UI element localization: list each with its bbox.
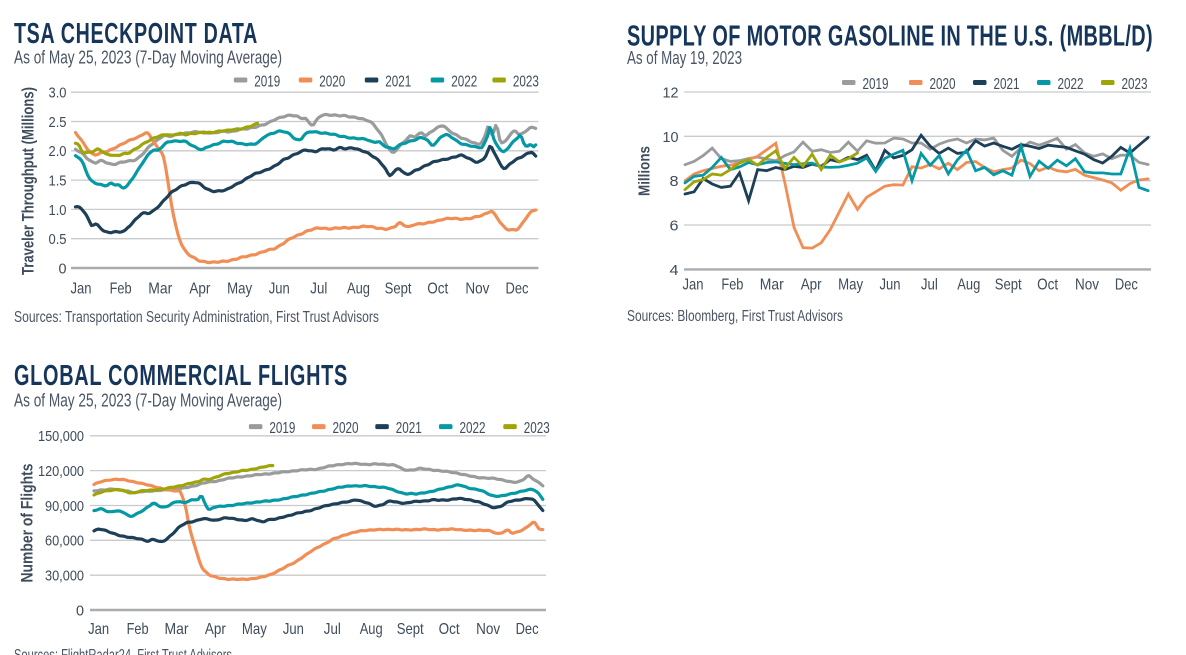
svg-text:Aug: Aug: [347, 281, 370, 298]
svg-text:3.0: 3.0: [49, 85, 67, 102]
svg-text:2023: 2023: [524, 420, 550, 437]
svg-text:Jun: Jun: [283, 621, 304, 638]
svg-text:Jul: Jul: [921, 277, 938, 294]
svg-text:Jan: Jan: [88, 621, 109, 638]
svg-text:2023: 2023: [513, 74, 539, 91]
svg-text:May: May: [838, 277, 863, 294]
svg-text:12: 12: [663, 84, 679, 101]
svg-text:2020: 2020: [319, 74, 345, 91]
svg-text:May: May: [227, 281, 252, 298]
svg-text:Aug: Aug: [957, 277, 980, 294]
svg-text:Sources: Transportation Securi: Sources: Transportation Security Adminis…: [14, 309, 379, 326]
svg-text:Dec: Dec: [506, 281, 529, 298]
svg-text:2021: 2021: [385, 74, 411, 91]
svg-text:May: May: [242, 621, 267, 638]
svg-text:Number of Flights: Number of Flights: [18, 464, 37, 583]
svg-text:Oct: Oct: [439, 621, 461, 638]
svg-text:TSA CHECKPOINT DATA: TSA CHECKPOINT DATA: [14, 18, 258, 50]
svg-text:As of May 19, 2023: As of May 19, 2023: [627, 48, 742, 68]
svg-text:Millions: Millions: [637, 146, 654, 196]
svg-text:Nov: Nov: [1075, 277, 1099, 294]
svg-text:2023: 2023: [1122, 76, 1148, 93]
svg-text:Feb: Feb: [110, 281, 132, 298]
svg-text:Mar: Mar: [760, 277, 784, 294]
svg-text:Sept: Sept: [995, 277, 1023, 294]
svg-text:0: 0: [76, 602, 84, 619]
svg-text:Jan: Jan: [683, 277, 704, 294]
svg-text:Sept: Sept: [397, 621, 425, 638]
svg-text:Oct: Oct: [427, 281, 449, 298]
svg-text:As of May 25, 2023 (7-Day Movi: As of May 25, 2023 (7-Day Moving Average…: [14, 48, 282, 68]
svg-text:Feb: Feb: [127, 621, 149, 638]
svg-text:2021: 2021: [396, 420, 422, 437]
svg-text:1.0: 1.0: [49, 202, 67, 219]
svg-text:2019: 2019: [269, 420, 295, 437]
svg-text:Dec: Dec: [1115, 277, 1138, 294]
svg-text:120,000: 120,000: [38, 463, 84, 480]
svg-text:Nov: Nov: [465, 281, 489, 298]
svg-text:0.5: 0.5: [49, 231, 67, 248]
svg-text:150,000: 150,000: [38, 428, 84, 445]
svg-text:2019: 2019: [863, 76, 889, 93]
svg-text:2022: 2022: [451, 74, 477, 91]
svg-text:Jan: Jan: [71, 281, 92, 298]
svg-text:10: 10: [663, 129, 679, 146]
svg-text:90,000: 90,000: [45, 498, 84, 515]
svg-text:Oct: Oct: [1037, 277, 1059, 294]
svg-text:As of May 25, 2023 (7-Day Movi: As of May 25, 2023 (7-Day Moving Average…: [14, 391, 282, 411]
svg-text:6: 6: [670, 217, 679, 234]
svg-text:Sources: Bloomberg, First Trus: Sources: Bloomberg, First Trust Advisors: [627, 308, 843, 325]
svg-text:2022: 2022: [1058, 76, 1084, 93]
svg-text:30,000: 30,000: [45, 568, 84, 585]
svg-text:Jul: Jul: [310, 281, 327, 298]
svg-text:Traveler Throughput (Millions): Traveler Throughput (Millions): [19, 87, 38, 275]
svg-text:Apr: Apr: [205, 621, 226, 638]
svg-text:Apr: Apr: [189, 281, 210, 298]
svg-text:GLOBAL COMMERCIAL FLIGHTS: GLOBAL COMMERCIAL FLIGHTS: [14, 360, 348, 392]
svg-text:Feb: Feb: [721, 277, 743, 294]
svg-text:Jun: Jun: [880, 277, 901, 294]
svg-text:60,000: 60,000: [45, 533, 84, 550]
svg-text:2.5: 2.5: [49, 114, 67, 131]
svg-text:2021: 2021: [994, 76, 1020, 93]
svg-text:Sept: Sept: [385, 281, 413, 298]
svg-text:Jul: Jul: [324, 621, 341, 638]
svg-text:Dec: Dec: [516, 621, 539, 638]
svg-text:Sources: FlightRadar24, First: Sources: FlightRadar24, First Trust Advi…: [14, 647, 232, 655]
svg-text:Apr: Apr: [801, 277, 822, 294]
svg-text:2019: 2019: [254, 74, 280, 91]
svg-text:Mar: Mar: [148, 281, 172, 298]
svg-text:2022: 2022: [460, 420, 486, 437]
svg-text:Mar: Mar: [165, 621, 189, 638]
svg-text:0: 0: [59, 260, 67, 277]
svg-text:4: 4: [670, 262, 679, 279]
svg-text:1.5: 1.5: [49, 173, 67, 190]
svg-text:2020: 2020: [930, 76, 956, 93]
svg-text:2020: 2020: [333, 420, 359, 437]
svg-text:Nov: Nov: [476, 621, 500, 638]
svg-text:8: 8: [670, 173, 679, 190]
svg-text:SUPPLY OF MOTOR GASOLINE IN TH: SUPPLY OF MOTOR GASOLINE IN THE U.S. (MB…: [627, 21, 1153, 53]
svg-text:2.0: 2.0: [49, 143, 67, 160]
svg-text:Aug: Aug: [360, 621, 383, 638]
svg-text:Jun: Jun: [269, 281, 290, 298]
